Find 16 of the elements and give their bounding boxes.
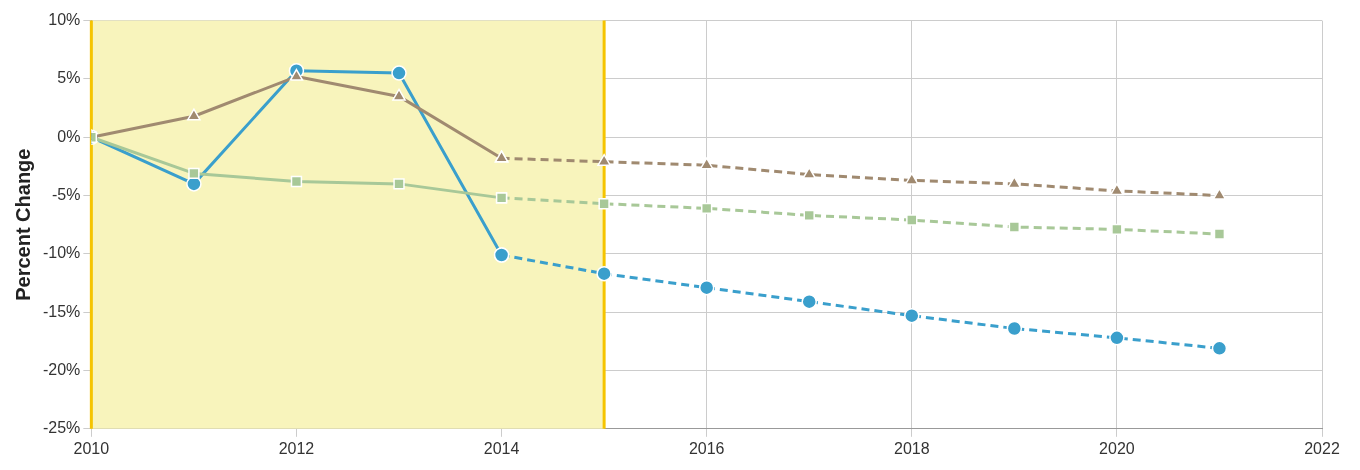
y-tick-label: 10% [48, 11, 81, 29]
y-tick-label: 0% [57, 127, 81, 145]
x-tick-label: 2012 [278, 439, 315, 457]
y-tick-label: -15% [42, 302, 81, 320]
x-tick-label: 2016 [688, 439, 725, 457]
y-tick-label: 5% [57, 69, 81, 87]
y-axis-title: Percent Change [11, 148, 34, 301]
y-tick-label: -5% [51, 185, 81, 203]
y-tick-label: -20% [42, 360, 81, 378]
y-tick-label: -10% [42, 244, 81, 262]
x-tick-label: 2010 [73, 439, 110, 457]
x-tick-label: 2018 [893, 439, 930, 457]
x-tick-label: 2022 [1304, 439, 1340, 457]
x-tick-label: 2014 [483, 439, 520, 457]
y-tick-label: -25% [42, 419, 81, 437]
x-tick-label: 2020 [1099, 439, 1135, 457]
